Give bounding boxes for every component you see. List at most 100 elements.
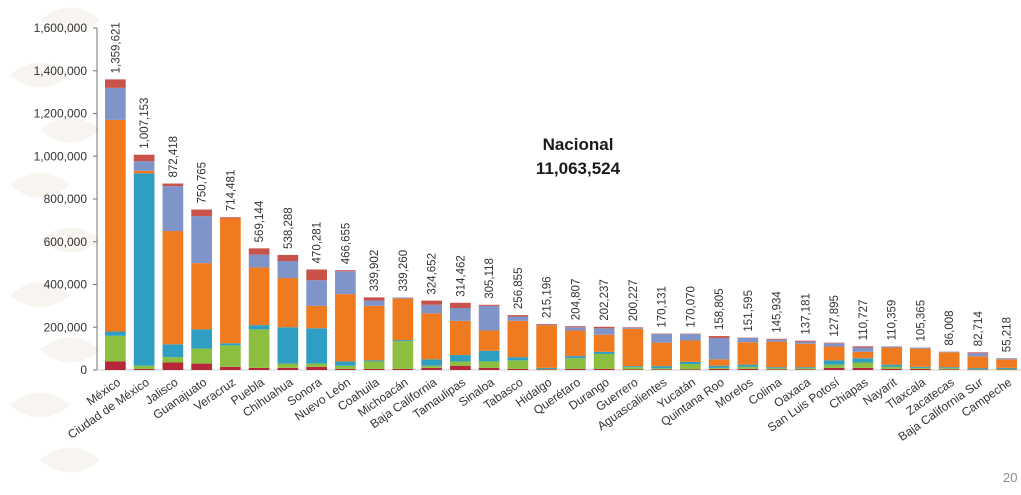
bar-stack: [881, 346, 902, 370]
bar-stack: [162, 183, 184, 370]
bar-stack: [277, 254, 299, 370]
bar-segment: [680, 361, 701, 365]
bar-total-label: 145,934: [772, 291, 784, 333]
bar-segment: [852, 362, 874, 368]
bar-segment: [565, 327, 586, 331]
bar-segment: [852, 351, 874, 359]
bar-segment: [191, 216, 212, 264]
bar-segment: [478, 367, 500, 370]
bar-segment: [910, 367, 931, 369]
bar-segment: [565, 356, 586, 359]
bar-segment: [450, 361, 471, 366]
bar-segment: [162, 186, 184, 232]
bar-segment: [507, 368, 529, 370]
bar-segment: [795, 340, 816, 342]
bar-segment: [996, 358, 1017, 360]
bar-segment: [651, 342, 672, 367]
national-total-title: Nacional: [543, 135, 614, 154]
bar-total-label: 1,359,621: [110, 22, 122, 73]
bar-total-label: 215,196: [542, 276, 554, 318]
bar-segment: [392, 340, 414, 342]
bar-segment: [162, 362, 184, 370]
bar-segment: [248, 329, 270, 368]
bar-total-label: 82,714: [973, 311, 985, 347]
watermark-ornament: [10, 392, 70, 418]
bar-segment: [507, 357, 529, 361]
bar-segment: [852, 367, 874, 370]
bar-segment: [881, 364, 902, 367]
bar-stack: [766, 338, 787, 370]
bar-segment: [708, 368, 730, 370]
bar-segment: [478, 350, 500, 362]
watermark-pattern: [10, 7, 100, 473]
bar-segment: [450, 365, 471, 370]
bar-segment: [708, 367, 730, 369]
bar-segment: [105, 87, 126, 120]
bar-segment: [162, 357, 184, 363]
bar-segment: [910, 348, 931, 367]
bar-stack: [593, 326, 615, 370]
bar-segment: [737, 368, 759, 370]
bar-stack: [737, 337, 759, 370]
bar-segment: [392, 297, 414, 299]
bar-total-label: 470,281: [312, 222, 324, 264]
bar-segment: [766, 339, 787, 342]
bar-segment: [277, 260, 299, 279]
y-tick-label: 1,400,000: [34, 64, 88, 78]
bar-segment: [306, 280, 327, 306]
bar-segment: [133, 170, 155, 174]
bar-stack: [565, 326, 586, 370]
bar-segment: [507, 315, 529, 317]
bar-segment: [795, 343, 816, 368]
bar-segment: [881, 366, 902, 369]
bar-segment: [478, 330, 500, 351]
bar-segment: [565, 330, 586, 357]
bar-segment: [507, 316, 529, 321]
bar-segment: [823, 367, 845, 370]
bar-segment: [392, 368, 414, 370]
bar-segment: [421, 313, 442, 360]
bar-segment: [996, 368, 1017, 370]
bar-segment: [593, 351, 615, 354]
bar-segment: [392, 341, 414, 369]
bar-segment: [248, 267, 270, 326]
bar-segment: [565, 368, 586, 370]
bar-total-label: 714,481: [225, 170, 237, 212]
watermark-ornament: [40, 117, 100, 143]
bar-segment: [162, 344, 184, 358]
bar-segment: [593, 334, 615, 352]
bar-stack: [392, 297, 414, 370]
bar-total-label: 110,727: [858, 300, 870, 341]
bar-stack: [967, 352, 989, 370]
bar-total-label: 339,902: [369, 250, 381, 292]
bar-segment: [708, 359, 730, 366]
bar-segment: [795, 369, 816, 370]
y-tick-label: 1,600,000: [34, 21, 88, 35]
bar-total-label: 127,895: [829, 295, 841, 337]
bar-segment: [478, 305, 500, 331]
bar-segment: [708, 336, 730, 338]
bar-segment: [795, 367, 816, 369]
bar-segment: [565, 358, 586, 369]
bar-segment: [651, 366, 672, 369]
bar-total-label: 339,260: [398, 250, 410, 292]
bar-segment: [651, 369, 672, 370]
bar-segment: [938, 352, 960, 368]
bar-segment: [421, 367, 442, 370]
bar-segment: [680, 340, 701, 362]
bar-segment: [680, 369, 701, 370]
bar-segment: [191, 263, 212, 330]
bar-segment: [593, 328, 615, 335]
bar-segment: [708, 365, 730, 368]
bar-segment: [507, 320, 529, 358]
bar-segment: [593, 368, 615, 370]
watermark-ornament: [40, 337, 100, 363]
bar-segment: [967, 353, 989, 357]
bar-stack: [651, 333, 672, 370]
bar-segment: [248, 325, 270, 330]
bar-segment: [852, 346, 874, 348]
bar-segment: [852, 358, 874, 363]
bar-segment: [133, 365, 155, 369]
bar-segment: [852, 347, 874, 352]
